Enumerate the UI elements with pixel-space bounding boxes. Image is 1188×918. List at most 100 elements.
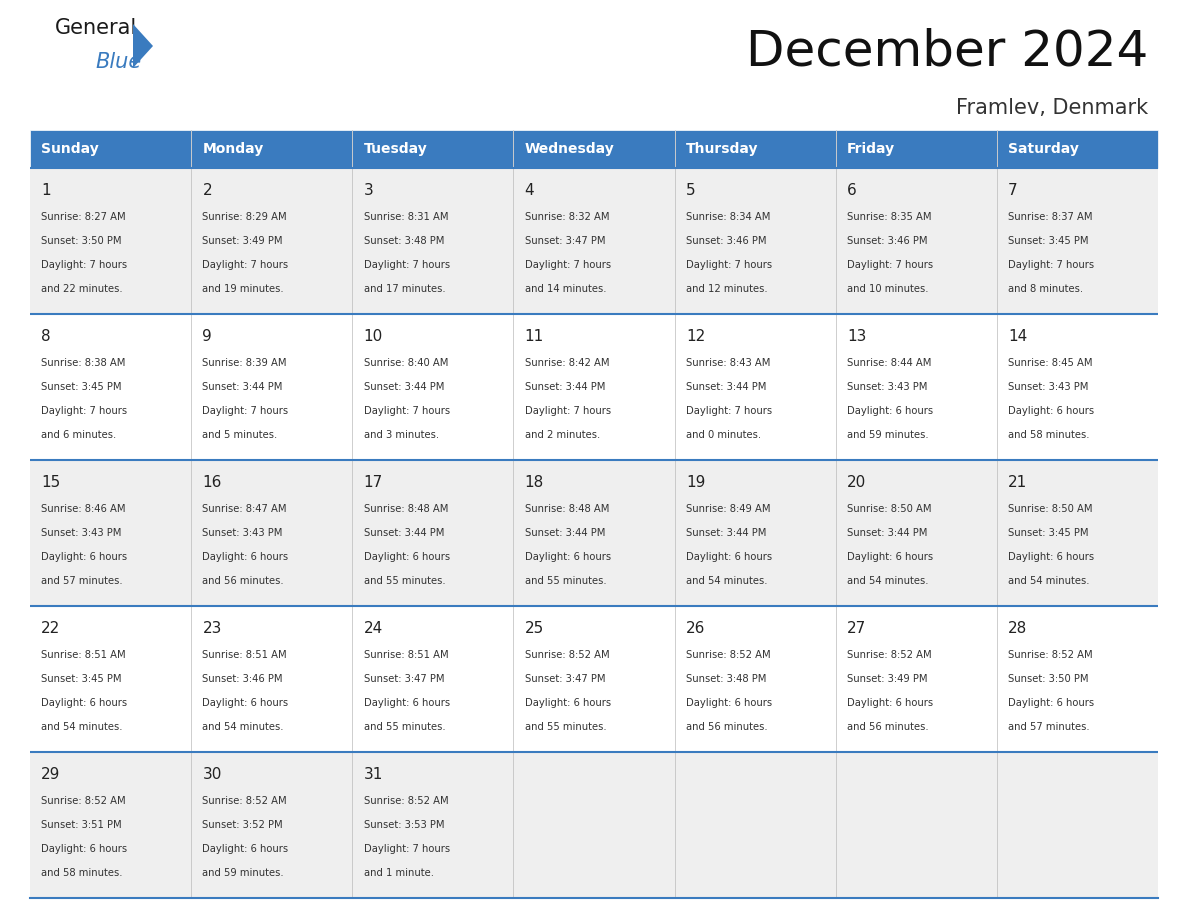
Text: 8: 8: [42, 329, 51, 343]
Text: 28: 28: [1009, 621, 1028, 635]
Bar: [997, 130, 1158, 168]
Text: and 55 minutes.: and 55 minutes.: [525, 577, 606, 586]
Text: 19: 19: [685, 475, 706, 489]
Text: Sunrise: 8:51 AM: Sunrise: 8:51 AM: [42, 650, 126, 660]
Text: Sunset: 3:51 PM: Sunset: 3:51 PM: [42, 820, 122, 830]
Text: Daylight: 6 hours: Daylight: 6 hours: [202, 552, 289, 562]
Text: 9: 9: [202, 329, 213, 343]
Text: and 54 minutes.: and 54 minutes.: [42, 722, 122, 732]
Text: Daylight: 6 hours: Daylight: 6 hours: [685, 698, 772, 708]
Text: and 22 minutes.: and 22 minutes.: [42, 284, 122, 294]
Text: 18: 18: [525, 475, 544, 489]
Text: Wednesday: Wednesday: [525, 142, 614, 156]
Text: and 5 minutes.: and 5 minutes.: [202, 430, 278, 440]
Text: Sunset: 3:44 PM: Sunset: 3:44 PM: [202, 382, 283, 392]
Text: and 57 minutes.: and 57 minutes.: [1009, 722, 1089, 732]
Text: Tuesday: Tuesday: [364, 142, 428, 156]
Text: Daylight: 6 hours: Daylight: 6 hours: [1009, 698, 1094, 708]
Bar: [513, 130, 675, 168]
Text: Daylight: 6 hours: Daylight: 6 hours: [685, 552, 772, 562]
Text: and 8 minutes.: and 8 minutes.: [1009, 284, 1083, 294]
Text: and 3 minutes.: and 3 minutes.: [364, 430, 438, 440]
Text: 27: 27: [847, 621, 866, 635]
Text: and 14 minutes.: and 14 minutes.: [525, 284, 606, 294]
Text: Blue: Blue: [95, 52, 141, 72]
Text: Sunrise: 8:52 AM: Sunrise: 8:52 AM: [364, 796, 448, 806]
Text: 24: 24: [364, 621, 383, 635]
Text: Sunset: 3:47 PM: Sunset: 3:47 PM: [525, 236, 605, 246]
Text: and 2 minutes.: and 2 minutes.: [525, 430, 600, 440]
Text: Thursday: Thursday: [685, 142, 758, 156]
Text: 30: 30: [202, 767, 222, 781]
Text: Daylight: 7 hours: Daylight: 7 hours: [847, 260, 933, 270]
Text: Daylight: 7 hours: Daylight: 7 hours: [202, 406, 289, 416]
Text: and 55 minutes.: and 55 minutes.: [364, 577, 446, 586]
Text: and 55 minutes.: and 55 minutes.: [364, 722, 446, 732]
Text: Daylight: 6 hours: Daylight: 6 hours: [525, 552, 611, 562]
Text: 2: 2: [202, 183, 211, 197]
Text: Sunset: 3:48 PM: Sunset: 3:48 PM: [364, 236, 444, 246]
Text: Sunrise: 8:37 AM: Sunrise: 8:37 AM: [1009, 212, 1093, 222]
Text: 3: 3: [364, 183, 373, 197]
Text: and 19 minutes.: and 19 minutes.: [202, 284, 284, 294]
Text: Sunrise: 8:38 AM: Sunrise: 8:38 AM: [42, 358, 126, 368]
Text: and 54 minutes.: and 54 minutes.: [1009, 577, 1089, 586]
Text: Sunrise: 8:48 AM: Sunrise: 8:48 AM: [364, 504, 448, 514]
Text: Daylight: 7 hours: Daylight: 7 hours: [364, 844, 450, 854]
Text: Sunrise: 8:52 AM: Sunrise: 8:52 AM: [1009, 650, 1093, 660]
Text: Sunset: 3:43 PM: Sunset: 3:43 PM: [847, 382, 928, 392]
Text: Sunset: 3:44 PM: Sunset: 3:44 PM: [525, 528, 605, 538]
Text: and 56 minutes.: and 56 minutes.: [202, 577, 284, 586]
Text: 21: 21: [1009, 475, 1028, 489]
Text: Sunrise: 8:42 AM: Sunrise: 8:42 AM: [525, 358, 609, 368]
Text: Sunset: 3:48 PM: Sunset: 3:48 PM: [685, 674, 766, 684]
Text: Daylight: 6 hours: Daylight: 6 hours: [1009, 552, 1094, 562]
Text: 14: 14: [1009, 329, 1028, 343]
Bar: [30, 314, 1158, 460]
Text: 23: 23: [202, 621, 222, 635]
Text: and 10 minutes.: and 10 minutes.: [847, 284, 929, 294]
Bar: [835, 130, 997, 168]
Bar: [191, 130, 353, 168]
Text: Sunset: 3:45 PM: Sunset: 3:45 PM: [42, 382, 122, 392]
Bar: [30, 460, 1158, 606]
Bar: [30, 752, 1158, 898]
Text: Daylight: 6 hours: Daylight: 6 hours: [1009, 406, 1094, 416]
Text: 25: 25: [525, 621, 544, 635]
Text: Daylight: 6 hours: Daylight: 6 hours: [202, 844, 289, 854]
Text: 5: 5: [685, 183, 695, 197]
Text: 4: 4: [525, 183, 535, 197]
Text: Daylight: 6 hours: Daylight: 6 hours: [525, 698, 611, 708]
Text: Sunset: 3:47 PM: Sunset: 3:47 PM: [364, 674, 444, 684]
Text: Sunset: 3:44 PM: Sunset: 3:44 PM: [685, 528, 766, 538]
Text: Daylight: 7 hours: Daylight: 7 hours: [364, 260, 450, 270]
Text: Daylight: 6 hours: Daylight: 6 hours: [364, 698, 450, 708]
Text: Daylight: 7 hours: Daylight: 7 hours: [202, 260, 289, 270]
Text: 6: 6: [847, 183, 857, 197]
Text: Sunrise: 8:44 AM: Sunrise: 8:44 AM: [847, 358, 931, 368]
Text: and 55 minutes.: and 55 minutes.: [525, 722, 606, 732]
Text: Sunset: 3:50 PM: Sunset: 3:50 PM: [1009, 674, 1088, 684]
Text: and 12 minutes.: and 12 minutes.: [685, 284, 767, 294]
Text: Sunrise: 8:51 AM: Sunrise: 8:51 AM: [364, 650, 448, 660]
Bar: [30, 130, 191, 168]
Text: and 1 minute.: and 1 minute.: [364, 868, 434, 879]
Text: Sunrise: 8:46 AM: Sunrise: 8:46 AM: [42, 504, 126, 514]
Text: 17: 17: [364, 475, 383, 489]
Text: Daylight: 6 hours: Daylight: 6 hours: [847, 406, 933, 416]
Text: Daylight: 7 hours: Daylight: 7 hours: [525, 406, 611, 416]
Text: Sunrise: 8:52 AM: Sunrise: 8:52 AM: [525, 650, 609, 660]
Text: Sunset: 3:44 PM: Sunset: 3:44 PM: [364, 528, 444, 538]
Text: Daylight: 7 hours: Daylight: 7 hours: [525, 260, 611, 270]
Text: Daylight: 6 hours: Daylight: 6 hours: [42, 552, 127, 562]
Text: Sunset: 3:47 PM: Sunset: 3:47 PM: [525, 674, 605, 684]
Text: and 59 minutes.: and 59 minutes.: [847, 430, 929, 440]
Text: Saturday: Saturday: [1009, 142, 1079, 156]
Text: 11: 11: [525, 329, 544, 343]
Text: Sunrise: 8:43 AM: Sunrise: 8:43 AM: [685, 358, 770, 368]
Text: Sunset: 3:45 PM: Sunset: 3:45 PM: [42, 674, 122, 684]
Text: Sunrise: 8:50 AM: Sunrise: 8:50 AM: [847, 504, 931, 514]
Text: Sunrise: 8:35 AM: Sunrise: 8:35 AM: [847, 212, 931, 222]
Text: December 2024: December 2024: [746, 27, 1148, 75]
Text: 1: 1: [42, 183, 51, 197]
